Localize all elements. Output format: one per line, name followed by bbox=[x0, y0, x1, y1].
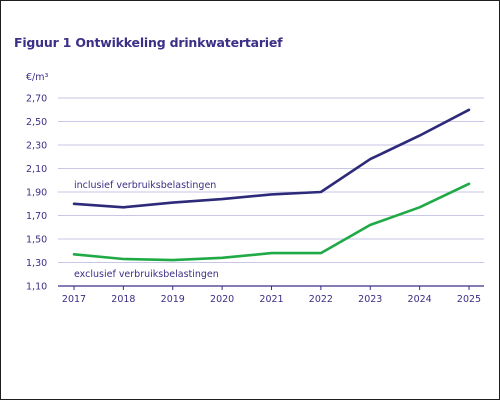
x-tick-label: 2024 bbox=[408, 294, 432, 305]
y-tick-label: 1,90 bbox=[26, 188, 47, 199]
y-axis-tick-labels: 2,70 2,50 2,30 2,10 1,90 1,70 1,50 1,30 1,10 bbox=[26, 94, 47, 293]
series-line-inclusief bbox=[72, 108, 471, 209]
series-label-inclusief: inclusief verbruiksbelastingen bbox=[74, 180, 216, 191]
y-tick-label: 2,70 bbox=[26, 94, 47, 105]
x-tick-label: 2020 bbox=[210, 294, 234, 305]
chart-title: Figuur 1 Ontwikkeling drinkwatertarief bbox=[14, 35, 283, 50]
y-tick-label: 1,70 bbox=[26, 211, 47, 222]
x-tick-label: 2019 bbox=[161, 294, 185, 305]
y-tick-label: 2,50 bbox=[26, 117, 47, 128]
y-tick-label: 1,10 bbox=[26, 282, 47, 293]
series-label-exclusief: exclusief verbruiksbelastingen bbox=[74, 269, 219, 280]
series-lines bbox=[72, 108, 471, 262]
x-tick-label: 2017 bbox=[62, 294, 86, 305]
y-tick-label: 1,50 bbox=[26, 235, 47, 246]
x-tick-label: 2025 bbox=[457, 294, 481, 305]
x-axis-tick-labels: 2017 2018 2019 2020 2021 2022 2023 2024 2025 bbox=[62, 286, 481, 305]
x-tick-label: 2023 bbox=[358, 294, 382, 305]
x-tick-label: 2018 bbox=[111, 294, 135, 305]
x-tick-label: 2021 bbox=[259, 294, 283, 305]
y-tick-label: 1,30 bbox=[26, 258, 47, 269]
y-axis-unit-label: €/m³ bbox=[26, 72, 48, 83]
y-tick-label: 2,30 bbox=[26, 141, 47, 152]
gridlines bbox=[58, 97, 484, 287]
x-tick-label: 2022 bbox=[309, 294, 333, 305]
y-tick-label: 2,10 bbox=[26, 164, 47, 175]
